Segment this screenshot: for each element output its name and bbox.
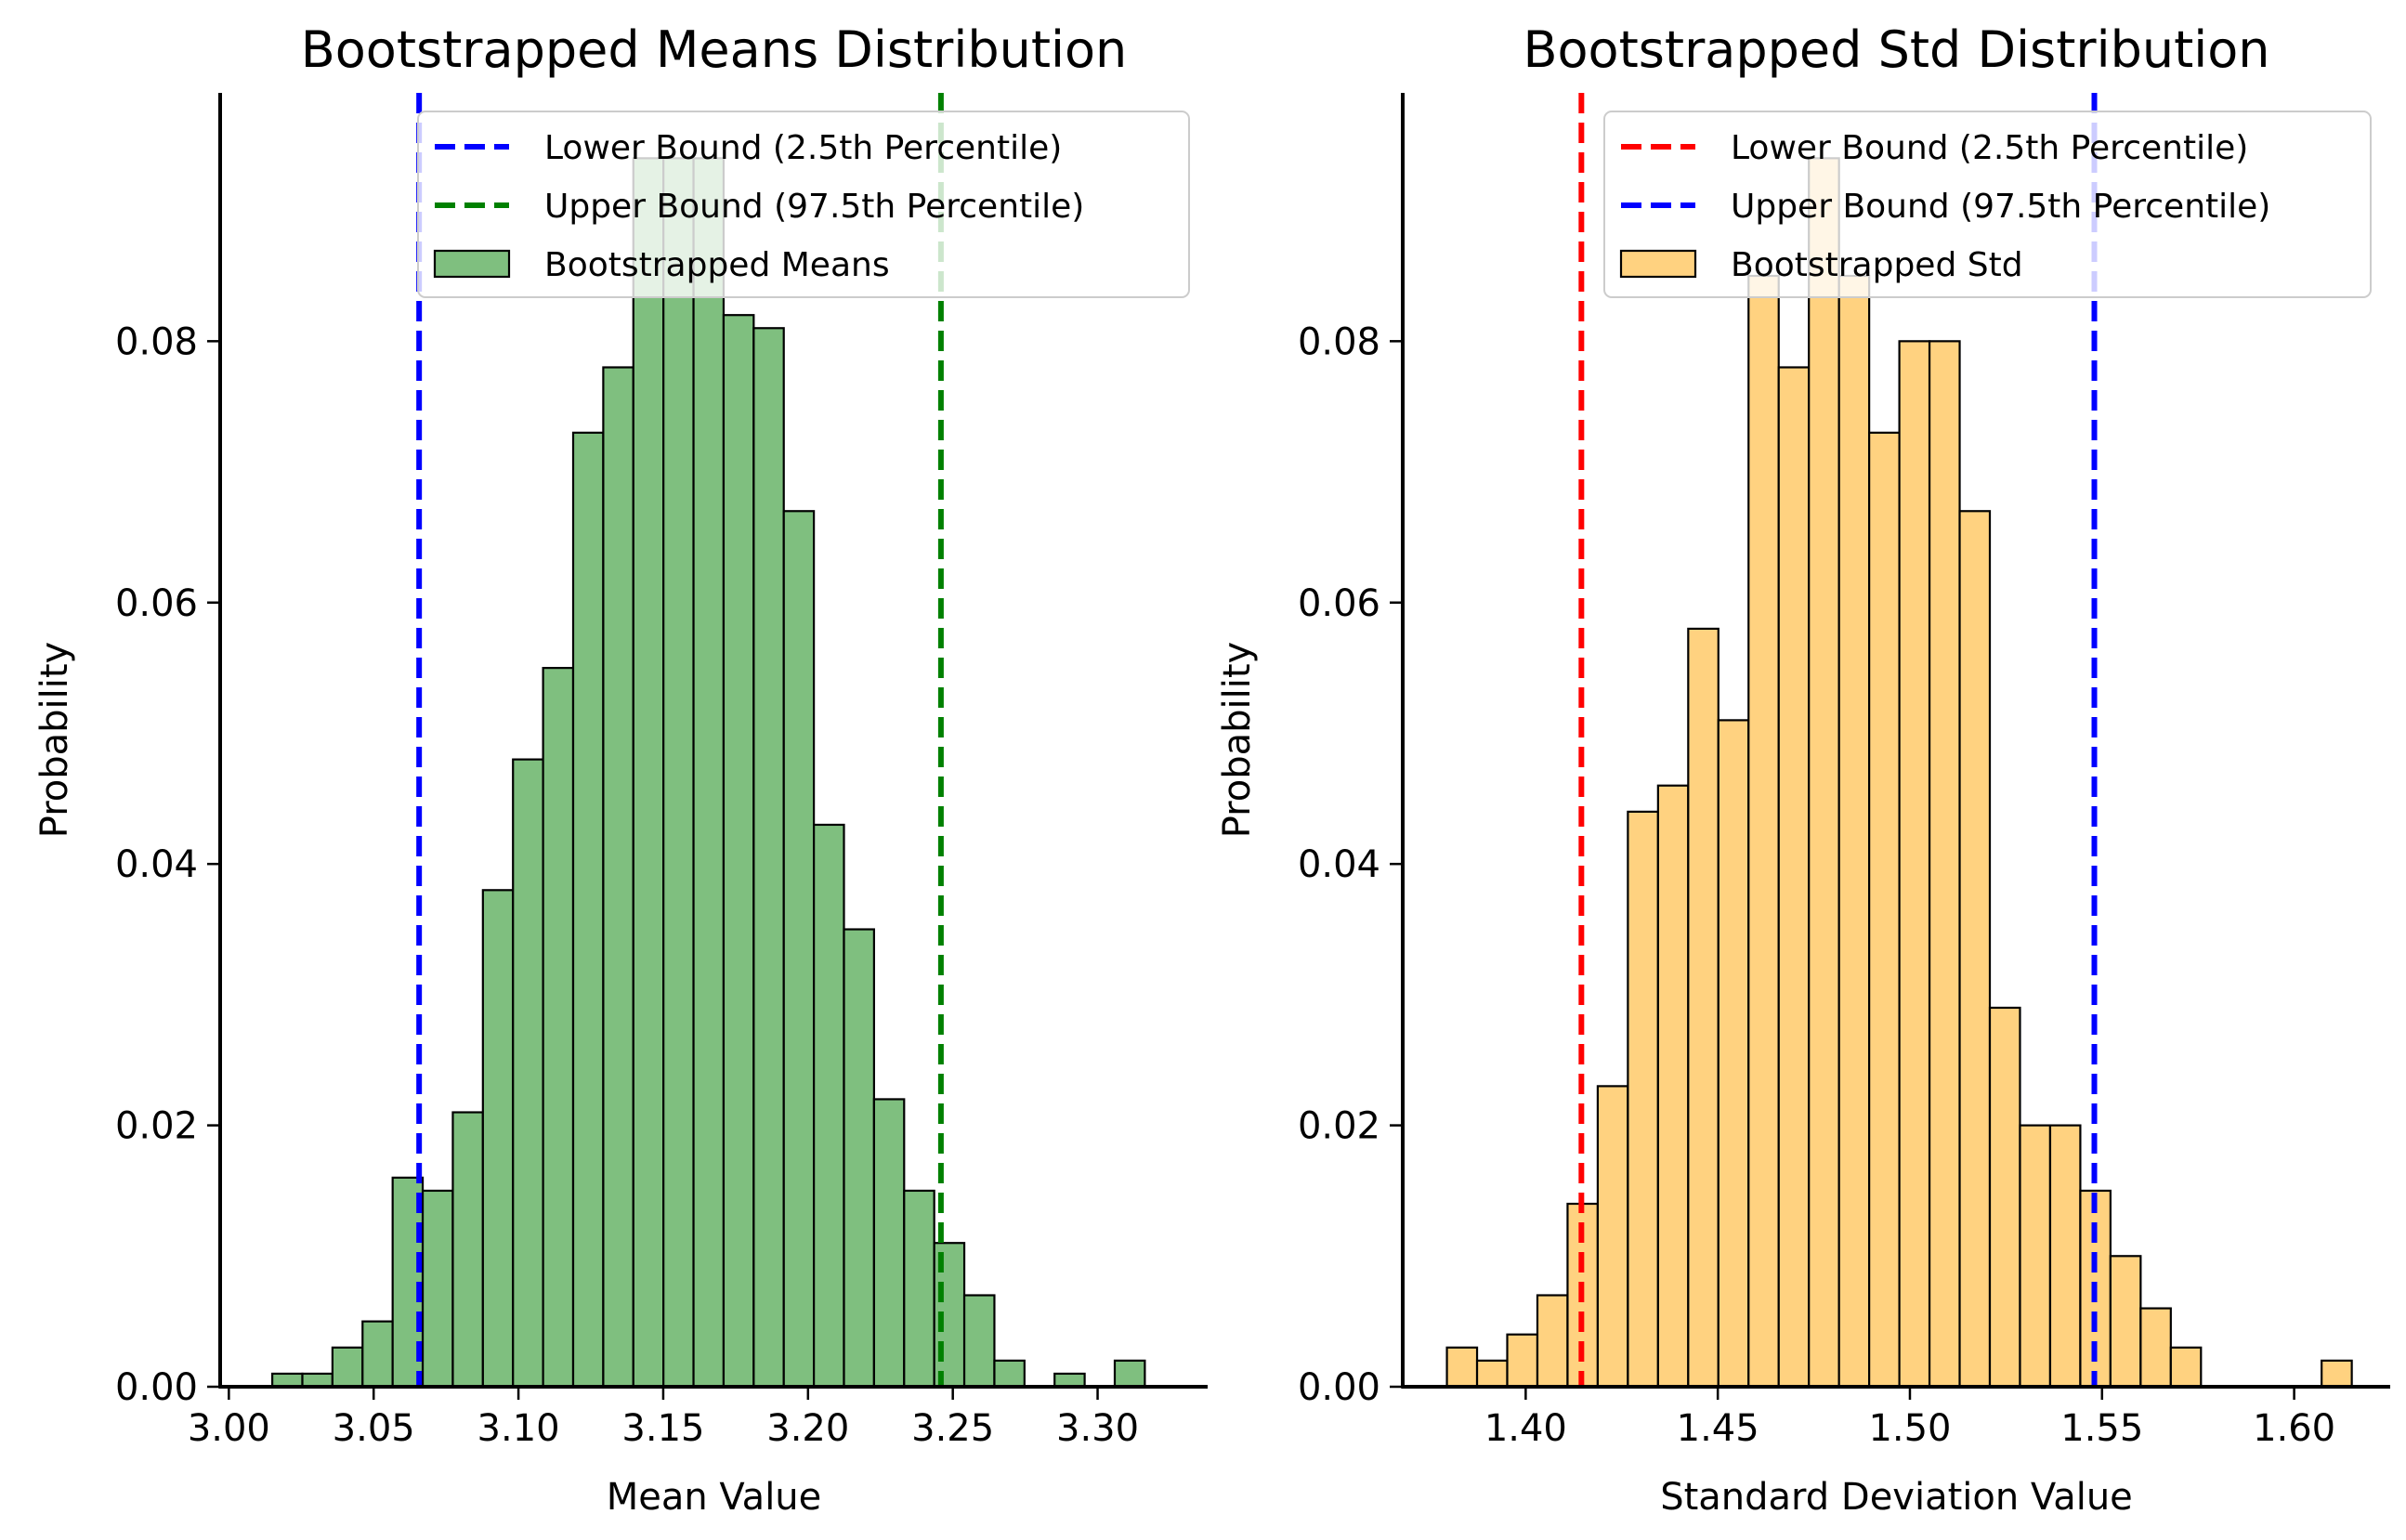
histogram-bar bbox=[1868, 431, 1901, 1389]
histogram-bar bbox=[2321, 1359, 2353, 1389]
histogram-bar bbox=[662, 157, 695, 1389]
x-tick-label: 3.05 bbox=[333, 1407, 415, 1450]
y-tick-label: 0.02 bbox=[1298, 1105, 1380, 1148]
histogram-bar bbox=[1928, 340, 1961, 1389]
y-tick-label: 0.02 bbox=[115, 1105, 198, 1148]
y-tick-label: 0.08 bbox=[1298, 320, 1380, 363]
histogram-bar bbox=[632, 157, 665, 1389]
legend-frame bbox=[417, 111, 1190, 298]
histogram-bar bbox=[993, 1359, 1026, 1389]
histogram-bars bbox=[1445, 157, 2353, 1389]
histogram-bar bbox=[1475, 1359, 1509, 1389]
histogram-bar bbox=[1113, 1359, 1146, 1389]
histogram-bar bbox=[542, 667, 575, 1389]
histogram-bar bbox=[1687, 627, 1720, 1389]
x-tick-label: 1.50 bbox=[1868, 1407, 1951, 1450]
x-tick-label: 1.55 bbox=[2060, 1407, 2143, 1450]
histogram-bar bbox=[1837, 274, 1871, 1389]
x-tick-label: 1.45 bbox=[1677, 1407, 1759, 1450]
histogram-bar bbox=[301, 1372, 333, 1389]
histogram-bar bbox=[421, 1189, 454, 1389]
y-tick-label: 0.00 bbox=[1298, 1366, 1380, 1409]
legend-frame bbox=[1603, 111, 2372, 298]
histogram-bar bbox=[451, 1111, 484, 1389]
histogram-bar bbox=[813, 823, 845, 1389]
x-tick-label: 1.60 bbox=[2253, 1407, 2335, 1450]
histogram-bar bbox=[962, 1294, 996, 1389]
chart-title: Bootstrapped Std Distribution bbox=[1523, 20, 2269, 79]
y-tick-label: 0.08 bbox=[115, 320, 198, 363]
histogram-bar bbox=[1627, 810, 1659, 1389]
histogram-bar bbox=[1808, 157, 1840, 1389]
histogram-bar bbox=[1717, 719, 1750, 1389]
y-tick-label: 0.04 bbox=[115, 843, 198, 886]
legend-label: Lower Bound (2.5th Percentile) bbox=[544, 129, 1062, 167]
x-tick-label: 3.10 bbox=[477, 1407, 560, 1450]
histogram-bar bbox=[782, 510, 816, 1389]
y-tick-label: 0.00 bbox=[115, 1366, 198, 1409]
legend: Lower Bound (2.5th Percentile) Upper Boun… bbox=[1603, 111, 2372, 298]
x-tick-label: 1.40 bbox=[1484, 1407, 1567, 1450]
histogram-bar bbox=[1958, 510, 1992, 1389]
legend-patch-swatch bbox=[433, 249, 511, 279]
histogram-bar bbox=[361, 1320, 394, 1389]
legend-label: Upper Bound (97.5th Percentile) bbox=[1731, 188, 2270, 226]
chart-title: Bootstrapped Means Distribution bbox=[301, 20, 1128, 79]
histogram-bar bbox=[331, 1346, 364, 1389]
x-tick-label: 3.20 bbox=[766, 1407, 849, 1450]
legend-label: Lower Bound (2.5th Percentile) bbox=[1731, 129, 2248, 167]
chart-std: 1.40 1.45 1.50 1.55 1.60 0.00 0.02 0.04 0.06 0.08… bbox=[1216, 20, 2390, 1519]
histogram-bar bbox=[1747, 274, 1780, 1389]
x-tick-label: 3.00 bbox=[188, 1407, 270, 1450]
histogram-bars bbox=[271, 157, 1146, 1389]
histogram-bar bbox=[722, 314, 755, 1389]
histogram-bar bbox=[1053, 1372, 1086, 1389]
histogram-bar bbox=[2169, 1346, 2203, 1389]
y-axis-label: Probability bbox=[33, 642, 76, 838]
histogram-bar bbox=[1596, 1085, 1629, 1389]
histogram-bar bbox=[481, 889, 515, 1389]
y-tick-label: 0.06 bbox=[1298, 582, 1380, 625]
y-tick-label: 0.04 bbox=[1298, 843, 1380, 886]
histogram-bar bbox=[271, 1372, 304, 1389]
histogram-bar bbox=[602, 366, 634, 1389]
histogram-bar bbox=[512, 758, 544, 1389]
histogram-bar bbox=[1656, 784, 1690, 1389]
y-tick-label: 0.06 bbox=[115, 582, 198, 625]
histogram-bar bbox=[692, 157, 726, 1389]
x-tick-label: 3.25 bbox=[911, 1407, 994, 1450]
x-axis-label: Mean Value bbox=[607, 1476, 822, 1519]
histogram-bar bbox=[903, 1189, 935, 1389]
legend-label: Upper Bound (97.5th Percentile) bbox=[544, 188, 1084, 226]
histogram-bar bbox=[1988, 1006, 2021, 1389]
histogram-bar bbox=[872, 1098, 906, 1389]
x-tick-label: 3.15 bbox=[621, 1407, 704, 1450]
histogram-bar bbox=[2139, 1307, 2172, 1389]
chart-means: 3.00 3.05 3.10 3.15 3.20 3.25 3.30 0.00 0.02 0.04… bbox=[33, 20, 1208, 1519]
legend-patch-swatch bbox=[1619, 249, 1697, 279]
histogram-bar bbox=[752, 327, 785, 1389]
legend-label: Bootstrapped Std bbox=[1731, 246, 2023, 284]
histogram-bar bbox=[2109, 1255, 2142, 1389]
histogram-bar bbox=[1777, 366, 1811, 1389]
legend-label: Bootstrapped Means bbox=[544, 246, 890, 284]
legend: Lower Bound (2.5th Percentile) Upper Boun… bbox=[417, 111, 1190, 298]
x-axis-label: Standard Deviation Value bbox=[1660, 1476, 2133, 1519]
y-axis-label: Probability bbox=[1216, 642, 1259, 838]
histogram-bar bbox=[843, 928, 875, 1389]
histogram-bar bbox=[1506, 1333, 1539, 1389]
histogram-bar bbox=[1445, 1346, 1479, 1389]
x-tick-label: 3.30 bbox=[1056, 1407, 1139, 1450]
histogram-bar bbox=[1536, 1294, 1569, 1389]
histogram-bar bbox=[571, 431, 605, 1389]
histogram-bar bbox=[2048, 1124, 2082, 1389]
histogram-bar bbox=[2019, 1124, 2052, 1389]
histogram-bar bbox=[1898, 340, 1931, 1389]
